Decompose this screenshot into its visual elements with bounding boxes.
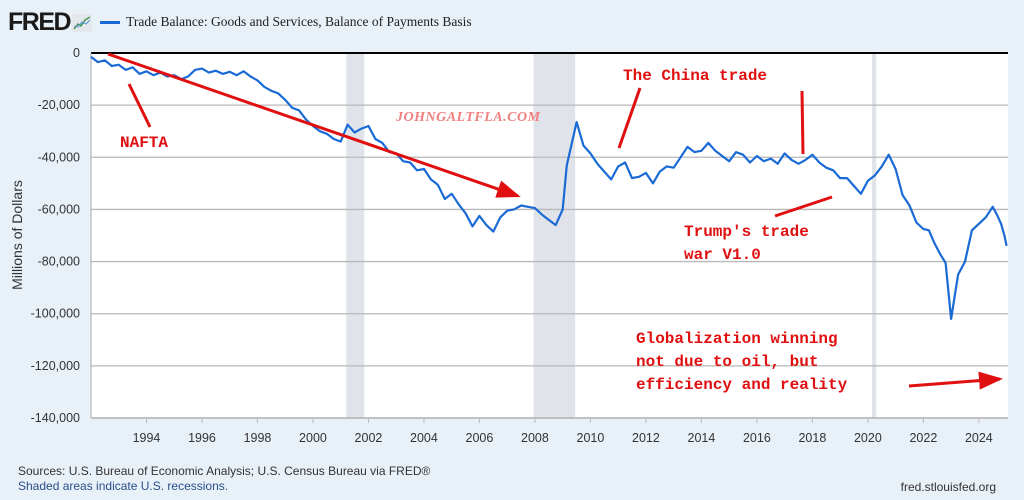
annotation-marks [107,52,1003,390]
x-tick-label: 2002 [355,431,383,445]
y-axis: 0 -20,000 -40,000 -60,000 -80,000 -100,000 -12… [31,46,80,425]
x-tick-label: 2006 [466,431,494,445]
sources-note: Sources: U.S. Bureau of Economic Analysi… [18,464,430,494]
x-tick-label: 2016 [743,431,771,445]
x-tick-label: 1994 [133,431,161,445]
x-tick-label: 2022 [909,431,937,445]
legend-swatch [100,20,121,24]
y-tick-label: -20,000 [38,98,80,112]
series-title: Trade Balance: Goods and Services, Balan… [126,14,472,29]
series-line [90,56,1008,320]
gridlines [90,52,1008,419]
trade-war-pointer [774,195,833,218]
chart-header: FRED Trade Balance: Goods and Services, … [8,6,472,38]
nafta-pointer [127,83,152,128]
annotation-globalization-line1: Globalization winning [636,330,838,348]
china-pointer-left [617,87,642,149]
sources-text: Sources: U.S. Bureau of Economic Analysi… [18,464,431,478]
x-tick-label: 2010 [577,431,605,445]
recession-band [872,53,877,418]
site-link[interactable]: fred.stlouisfed.org [900,480,996,494]
y-tick-label: -100,000 [31,307,80,321]
annotation-trade-war-line1: Trump's trade [684,223,809,241]
annotation-nafta: NAFTA [120,134,168,152]
x-axis: 1994 1996 1998 2000 2002 2004 2006 2008 2010 2012… [133,418,993,445]
x-tick-label: 2020 [854,431,882,445]
annotation-globalization-line3: efficiency and reality [636,376,848,394]
trend-arrow [107,52,521,198]
annotation-trade-war-line2: war V1.0 [684,246,761,264]
x-tick-label: 2000 [299,431,327,445]
china-pointer-right [800,90,805,155]
line-graph-icon [72,14,93,32]
recession-band [533,53,576,418]
fred-logo[interactable]: FRED [8,7,72,36]
x-tick-label: 1998 [244,431,272,445]
y-tick-label: 0 [73,46,80,60]
x-tick-label: 2018 [798,431,826,445]
watermark: JOHNGALTFLA.COM [395,110,541,125]
x-tick-label: 2024 [965,431,993,445]
y-tick-label: -120,000 [31,359,80,373]
x-tick-label: 2012 [632,431,660,445]
y-tick-label: -140,000 [31,411,80,425]
globalization-arrow [908,371,1003,390]
annotation-globalization-line2: not due to oil, but [636,353,818,371]
x-tick-label: 1996 [188,431,216,445]
x-tick-label: 2004 [410,431,438,445]
recession-note: Shaded areas indicate U.S. recessions. [18,479,229,493]
recession-bands [346,53,877,418]
annotation-china-trade: The China trade [623,67,767,85]
y-tick-label: -60,000 [38,202,80,216]
y-tick-label: -40,000 [38,150,80,164]
y-axis-label: Millions of Dollars [9,180,25,290]
y-tick-label: -80,000 [38,255,80,269]
x-tick-label: 2008 [521,431,549,445]
recession-band [346,53,365,418]
x-tick-label: 2014 [688,431,716,445]
